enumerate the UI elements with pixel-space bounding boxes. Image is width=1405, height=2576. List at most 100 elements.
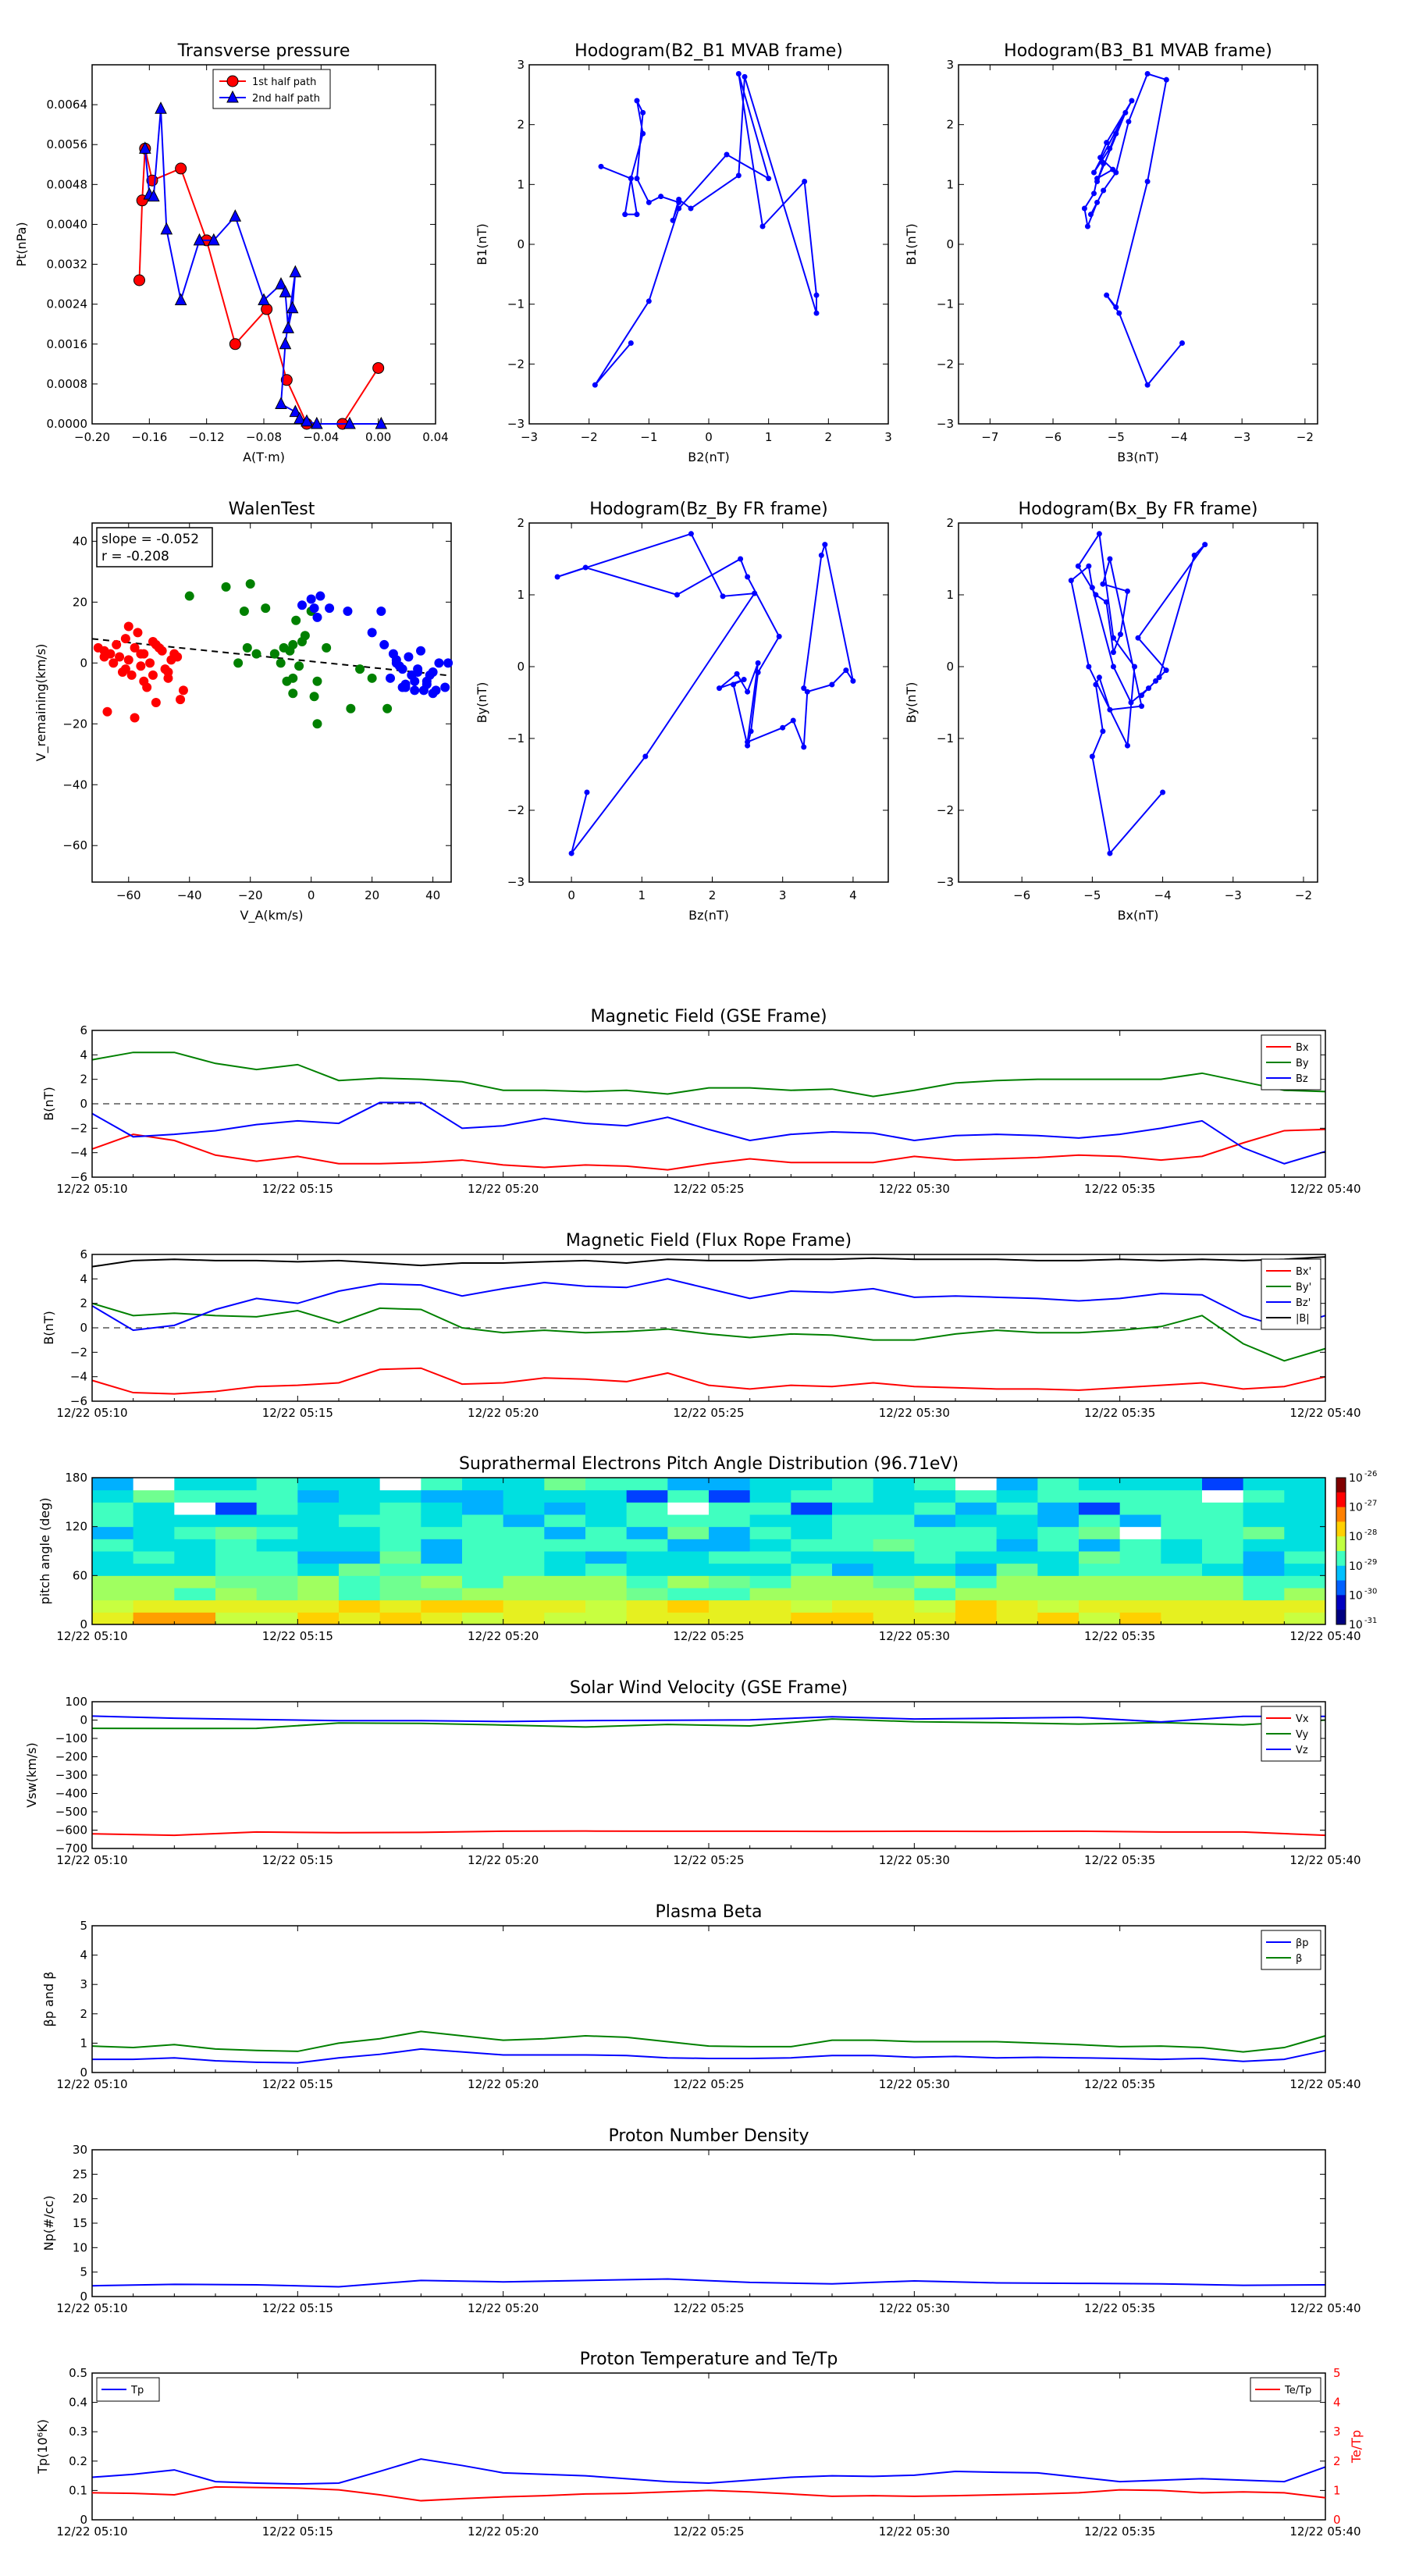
heatmap-cell [544, 1539, 586, 1552]
heatmap-cell [873, 1575, 915, 1589]
data-point [102, 706, 112, 717]
heatmap-cell [1119, 1563, 1161, 1576]
heatmap-cell [503, 1575, 545, 1589]
y-tick-label: 3 [946, 58, 954, 72]
y-tick-label: 3 [517, 58, 525, 72]
series-line [91, 2485, 1326, 2502]
heatmap-cell [709, 1551, 751, 1564]
heatmap-cell [297, 1588, 340, 1601]
tp2-frame [91, 2372, 1326, 2521]
x-tick-label: 12/22 05:15 [262, 1853, 333, 1867]
legend-box [1261, 1258, 1321, 1330]
x-tick-label: 12/22 05:40 [1289, 1182, 1361, 1196]
heatmap-cell [1161, 1599, 1203, 1613]
data-point [397, 664, 407, 674]
x-tick-label: 4 [849, 888, 857, 902]
heatmap-cell [955, 1526, 998, 1539]
heatmap-cell [1243, 1575, 1285, 1589]
data-point [1100, 581, 1106, 587]
y-axis-label: V_remaining(km/s) [34, 644, 49, 762]
x-tick-label: 12/22 05:25 [673, 1406, 744, 1420]
heatmap-cell [544, 1575, 586, 1589]
y-tick-label: −300 [55, 1768, 87, 1782]
y-tick-label: 0.0048 [47, 177, 88, 191]
data-point [1110, 649, 1116, 656]
y-tick-label: 0 [80, 1097, 87, 1111]
heatmap-cell [832, 1502, 874, 1515]
x-tick-label: 12/22 05:35 [1084, 2077, 1155, 2091]
x-tick-label: −4 [1170, 430, 1187, 444]
pad-panel: Suprathermal Electrons Pitch Angle Distr… [37, 1454, 1377, 1643]
heatmap-cell [1284, 1489, 1326, 1503]
y-tick-label: 1 [80, 2036, 87, 2050]
colorbar-label: 10 [1349, 1560, 1363, 1573]
heatmap-cell [1202, 1599, 1244, 1613]
heatmap-cell [626, 1599, 668, 1613]
heatmap-cell [462, 1489, 504, 1503]
heatmap-cell [462, 1599, 504, 1613]
colorbar-exponent: -29 [1364, 1558, 1377, 1567]
y-tick-label: 4 [80, 1272, 87, 1286]
y-tick-label: 2 [517, 118, 525, 132]
data-point [674, 592, 680, 598]
y-tick-label: −6 [70, 1394, 87, 1408]
heatmap-cell [996, 1599, 1038, 1613]
heatmap-cell [1119, 1514, 1161, 1528]
heatmap-cell [1284, 1539, 1326, 1552]
heatmap-cell [1243, 1539, 1285, 1552]
x-tick-label: −4 [1154, 888, 1172, 902]
data-point [136, 649, 146, 659]
y-axis-label: Np(#/cc) [41, 2196, 56, 2251]
heatmap-cell [791, 1526, 833, 1539]
heatmap-cell [749, 1599, 791, 1613]
x-tick-label: −1 [640, 430, 657, 444]
data-point [289, 265, 302, 278]
data-point [139, 141, 151, 154]
heatmap-cell [133, 1575, 175, 1589]
data-point [176, 695, 186, 705]
data-point [275, 397, 287, 409]
heatmap-cell [914, 1478, 956, 1491]
data-point [755, 660, 761, 666]
heatmap-cell [1079, 1539, 1121, 1552]
heatmap-cell [462, 1502, 504, 1515]
heatmap-cell [914, 1514, 956, 1528]
heatmap-cell [256, 1575, 298, 1589]
heatmap-cell [709, 1599, 751, 1613]
heatmap-cell [1161, 1551, 1203, 1564]
heatmap-cell [174, 1502, 216, 1515]
x-tick-label: 12/22 05:20 [468, 1853, 539, 1867]
heatmap-cell [873, 1588, 915, 1601]
data-point [312, 719, 322, 729]
data-point [741, 677, 747, 683]
data-point [355, 664, 365, 674]
y-tick-label: 0 [80, 2513, 87, 2527]
data-point [325, 603, 335, 614]
data-point [829, 681, 835, 688]
heatmap-cell [667, 1489, 710, 1503]
legend-label: By [1296, 1058, 1309, 1069]
legend-label: |B| [1296, 1313, 1310, 1325]
heatmap-cell [339, 1514, 381, 1528]
data-point [628, 176, 634, 182]
y-tick-label: −100 [55, 1731, 87, 1745]
heatmap-cell [92, 1612, 134, 1625]
data-point [1081, 205, 1087, 212]
data-point [628, 340, 634, 346]
heatmap-cell [297, 1563, 340, 1576]
data-point [1163, 76, 1169, 83]
data-point [346, 703, 356, 713]
y-tick-label: 40 [73, 534, 87, 548]
data-point [735, 173, 742, 179]
y-tick-label: 4 [80, 1948, 87, 1962]
heatmap-cell [749, 1551, 791, 1564]
y-tick-label: −700 [55, 1841, 87, 1856]
series-line [91, 2458, 1326, 2485]
heatmap-cell [1037, 1502, 1080, 1515]
y-tick-label: −1 [507, 297, 525, 311]
heatmap-cell [215, 1599, 258, 1613]
heatmap-cell [297, 1489, 340, 1503]
heatmap-cell [832, 1599, 874, 1613]
data-point [776, 633, 782, 639]
data-point [1124, 588, 1130, 594]
